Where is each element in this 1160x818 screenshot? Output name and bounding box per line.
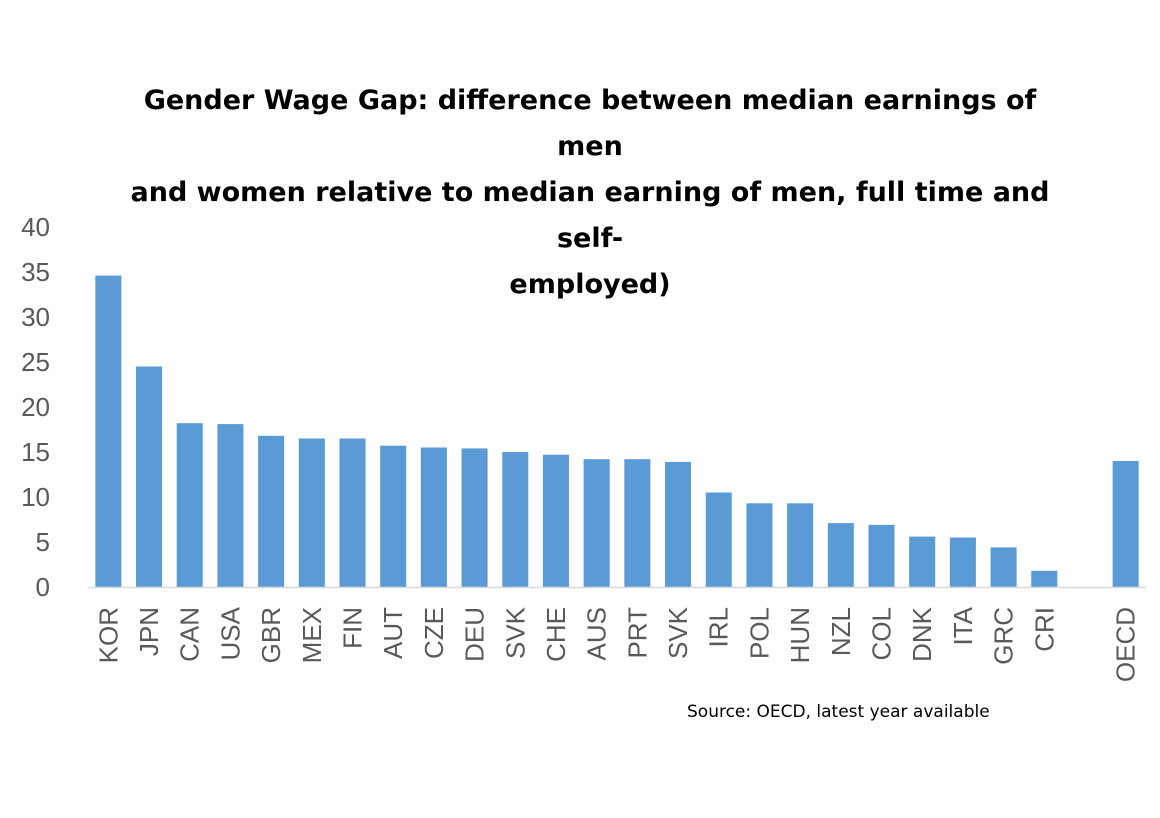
bars xyxy=(95,275,1139,587)
bar xyxy=(217,424,244,587)
y-tick-label: 15 xyxy=(21,437,50,467)
bar xyxy=(380,445,407,587)
x-tick-label: AUS xyxy=(582,607,612,660)
y-tick-label: 5 xyxy=(36,527,50,557)
bar xyxy=(909,536,936,587)
bar xyxy=(990,547,1017,587)
x-tick-label: NZL xyxy=(826,607,856,656)
x-tick-label: JPN xyxy=(134,607,164,656)
x-tick-label: CAN xyxy=(175,607,205,662)
bar xyxy=(583,459,610,587)
bar xyxy=(746,503,773,587)
x-tick-label: IRL xyxy=(704,607,734,647)
bar xyxy=(705,492,732,587)
y-tick-label: 35 xyxy=(21,257,50,287)
x-tick-label: DNK xyxy=(907,606,937,662)
x-tick-label: HUN xyxy=(785,607,815,663)
x-tick-label: CHE xyxy=(541,607,571,662)
x-tick-label: USA xyxy=(215,606,245,660)
x-tick-label: DEU xyxy=(460,607,490,662)
x-tick-label: FIN xyxy=(338,607,368,649)
x-tick-label: CRI xyxy=(1029,607,1059,652)
source-note: Source: OECD, latest year available xyxy=(687,702,990,722)
y-axis: 0 5 10 15 20 25 30 35 40 xyxy=(21,212,50,602)
x-axis: KOR JPN CAN USA GBR MEX FIN AUT CZE DEU SVK CHE AUS P… xyxy=(88,586,1146,682)
bar xyxy=(298,438,325,587)
x-tick-label: GBR xyxy=(256,607,286,663)
x-tick-label: COL xyxy=(867,607,897,660)
y-tick-label: 0 xyxy=(36,572,50,602)
y-tick-label: 25 xyxy=(21,347,50,377)
x-tick-label: POL xyxy=(744,607,774,659)
x-tick-label: MEX xyxy=(297,607,327,663)
bar xyxy=(868,524,895,587)
bar xyxy=(787,503,814,587)
y-tick-label: 10 xyxy=(21,482,50,512)
x-tick-label: GRC xyxy=(989,607,1019,665)
x-tick-label: SVK xyxy=(663,606,693,659)
bar xyxy=(665,461,692,587)
x-tick-label: SVK xyxy=(500,606,530,659)
bar xyxy=(136,366,163,587)
chart-title: Gender Wage Gap: difference between medi… xyxy=(130,85,1050,300)
bar xyxy=(461,448,488,587)
bar xyxy=(176,423,203,587)
bar xyxy=(542,454,569,587)
x-tick-label: AUT xyxy=(378,607,408,659)
bar xyxy=(258,435,285,587)
x-tick-label: PRT xyxy=(622,607,652,659)
y-tick-label: 40 xyxy=(21,212,50,242)
x-tick-label: OECD xyxy=(1111,607,1141,682)
y-tick-label: 30 xyxy=(21,302,50,332)
bar xyxy=(95,275,122,587)
bar xyxy=(502,452,529,587)
y-tick-label: 20 xyxy=(21,392,50,422)
bar xyxy=(420,447,447,587)
bar xyxy=(339,438,366,587)
x-tick-label: KOR xyxy=(93,607,123,663)
bar xyxy=(1031,570,1058,587)
bar xyxy=(1112,461,1139,587)
x-tick-label: ITA xyxy=(948,606,978,645)
bar xyxy=(949,537,976,587)
bar xyxy=(624,459,651,587)
bar xyxy=(827,523,854,587)
x-tick-label: CZE xyxy=(419,607,449,659)
